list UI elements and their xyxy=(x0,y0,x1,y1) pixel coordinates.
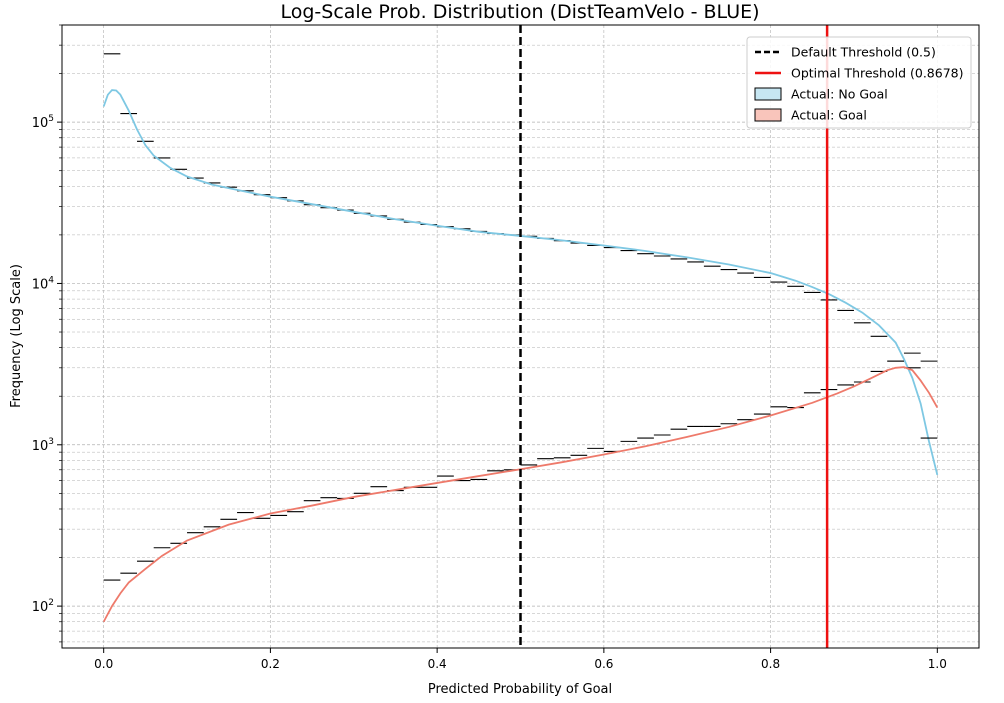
x-axis-label: Predicted Probability of Goal xyxy=(428,682,612,697)
threshold-layer xyxy=(519,25,829,648)
legend-label: Actual: Goal xyxy=(791,108,867,123)
y-axis: 102 103 104 105 xyxy=(32,24,62,643)
legend-box xyxy=(746,36,972,129)
y-tick-label: 103 xyxy=(32,437,54,454)
x-axis: 0.0 0.2 0.4 0.6 0.8 1.0 xyxy=(94,648,947,671)
series-goal xyxy=(102,360,939,623)
legend-label: Default Threshold (0.5) xyxy=(791,45,936,60)
legend-label: Actual: No Goal xyxy=(791,87,888,102)
kde-curve xyxy=(102,89,939,476)
x-tick-label: 1.0 xyxy=(928,657,947,671)
kde-curve xyxy=(102,366,939,623)
y-tick-label: 102 xyxy=(32,598,54,615)
x-tick-label: 0.8 xyxy=(761,657,780,671)
chart-title: Log-Scale Prob. Distribution (DistTeamVe… xyxy=(280,1,759,23)
legend-entry: Optimal Threshold (0.8678) xyxy=(755,66,964,81)
x-tick-label: 0.2 xyxy=(261,657,280,671)
x-tick-label: 0.0 xyxy=(94,657,113,671)
legend-patch-swatch xyxy=(754,108,782,122)
legend-entry: Actual: No Goal xyxy=(754,87,888,102)
legend: Default Threshold (0.5) Optimal Threshold… xyxy=(746,36,972,129)
plot-frame xyxy=(61,24,980,649)
legend-entry: Actual: Goal xyxy=(754,108,867,123)
x-tick-label: 0.6 xyxy=(594,657,613,671)
x-tick-label: 0.4 xyxy=(428,657,447,671)
series-no-goal xyxy=(102,53,939,476)
series-layer xyxy=(102,53,939,623)
legend-entry: Default Threshold (0.5) xyxy=(755,45,936,60)
legend-label: Optimal Threshold (0.8678) xyxy=(791,66,964,81)
y-tick-label: 104 xyxy=(32,275,55,292)
y-tick-label: 105 xyxy=(32,114,54,131)
legend-patch-swatch xyxy=(754,87,782,101)
y-axis-label: Frequency (Log Scale) xyxy=(9,264,24,408)
